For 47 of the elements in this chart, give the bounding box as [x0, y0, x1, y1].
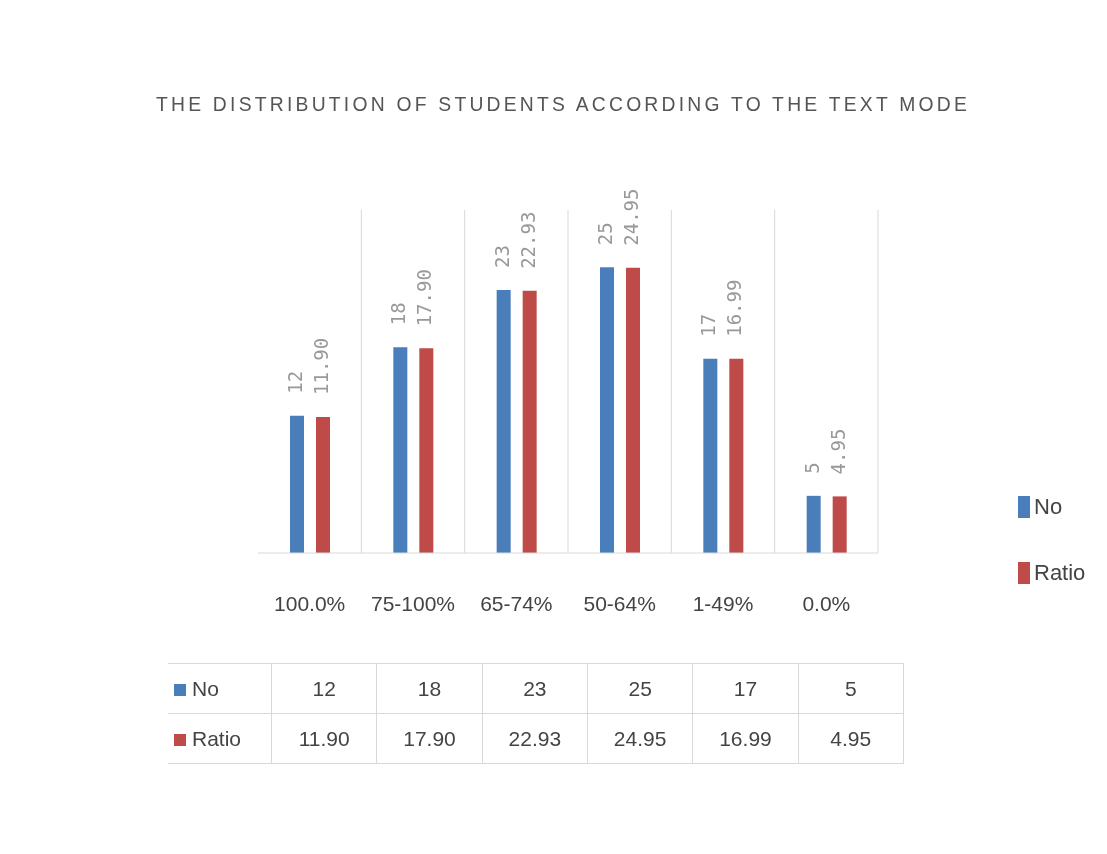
- x-tick-label: 100.0%: [274, 591, 346, 615]
- text: Ratio: [192, 726, 242, 750]
- x-tick-label: 1-49%: [692, 591, 754, 615]
- text: 17: [697, 313, 720, 337]
- bar: [703, 358, 718, 553]
- bar: [626, 267, 640, 553]
- data-label: 24.95: [587, 713, 693, 764]
- data-label: 17: [692, 663, 799, 714]
- bar: [393, 347, 408, 553]
- bar: [806, 495, 821, 553]
- data-label: 23: [482, 663, 588, 714]
- bar: [419, 348, 434, 553]
- bar: [290, 415, 304, 553]
- data-label: 12: [271, 663, 377, 714]
- bar: [316, 416, 330, 553]
- data-label: 22.93: [482, 713, 588, 764]
- data-label: 16.99: [692, 713, 799, 764]
- data-label: 25: [587, 663, 693, 714]
- data-label: 11.90: [271, 713, 377, 764]
- text: 24.95: [620, 188, 642, 246]
- bar: [522, 290, 537, 553]
- legend-label: Ratio: [1033, 559, 1086, 587]
- x-tick-label: 50-64%: [583, 591, 656, 615]
- text: 22.93: [516, 211, 539, 269]
- data-label: 4.95: [798, 713, 904, 764]
- data-label: 17.90: [376, 713, 483, 764]
- x-tick-label: 65-74%: [480, 591, 553, 615]
- bar: [832, 496, 847, 553]
- x-tick-label: 75-100%: [370, 591, 456, 615]
- text: 23: [490, 245, 513, 269]
- text: 11.90: [310, 337, 332, 395]
- x-tick-label: 0.0%: [802, 591, 851, 615]
- data-label: 5: [798, 663, 904, 714]
- text: 16.99: [723, 279, 746, 337]
- text: 4.95: [826, 428, 849, 475]
- bar: [600, 267, 614, 553]
- legend-label: No: [168, 663, 272, 714]
- data-label: 18: [376, 663, 483, 714]
- text: 18: [387, 302, 410, 326]
- text: 5: [800, 462, 823, 474]
- bar: [729, 358, 744, 553]
- text: 17.90: [413, 269, 436, 327]
- text: No: [1034, 494, 1063, 519]
- bar: [496, 290, 511, 553]
- text: 12: [284, 370, 306, 394]
- chart-title: THE DISTRIBUTION OF STUDENTS ACCORDING TO THE TEXT MODE: [155, 92, 971, 116]
- text: 25: [594, 222, 616, 246]
